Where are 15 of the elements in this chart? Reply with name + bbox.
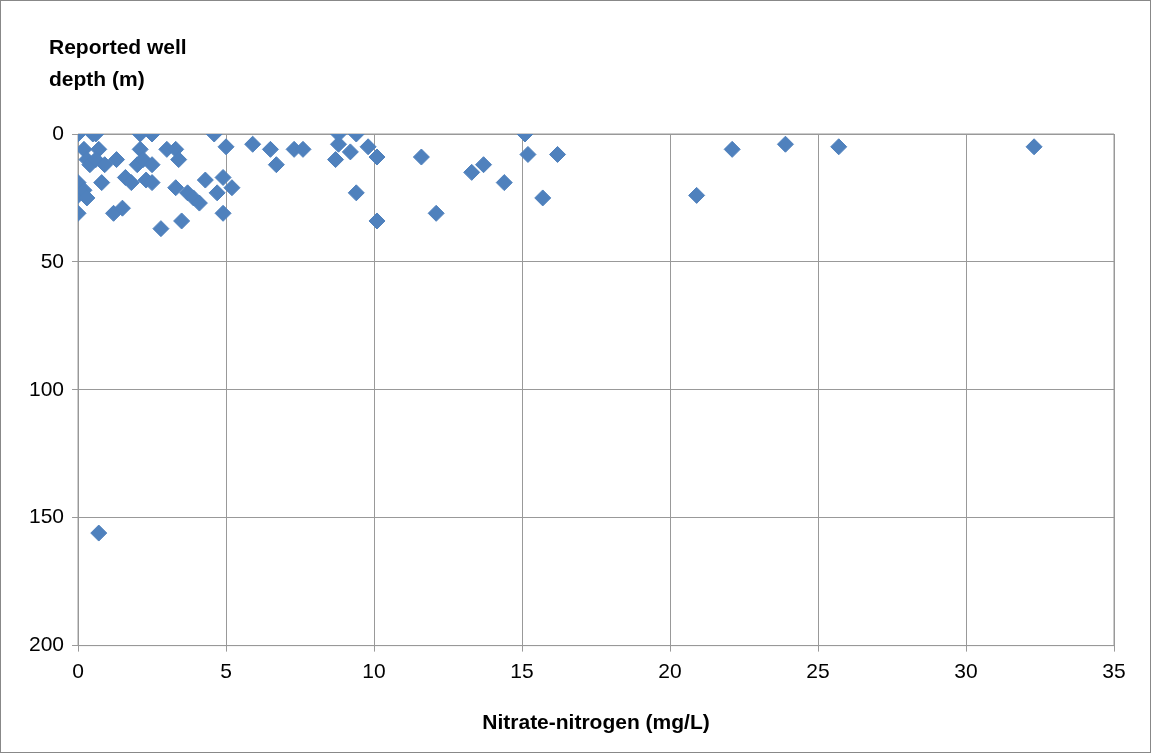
x-axis-title: Nitrate-nitrogen (mg/L): [482, 710, 710, 734]
x-tick-label: 0: [72, 659, 84, 682]
x-tick-label: 30: [954, 659, 978, 682]
x-tick-label: 10: [362, 659, 386, 682]
y-tick-label: 0: [52, 120, 65, 144]
y-axis-title: Reported well depth (m): [49, 34, 188, 92]
y-tick-label: 50: [40, 248, 65, 272]
x-tick-label: 35: [1102, 659, 1126, 682]
x-tick-label: 5: [220, 659, 232, 682]
x-tick-label: 20: [658, 659, 682, 682]
y-tick-label: 150: [28, 504, 65, 528]
y-tick-label: 200: [28, 632, 65, 656]
y-tick-label: 100: [28, 376, 65, 400]
x-tick-label: 15: [510, 659, 534, 682]
x-tick-label: 25: [806, 659, 830, 682]
